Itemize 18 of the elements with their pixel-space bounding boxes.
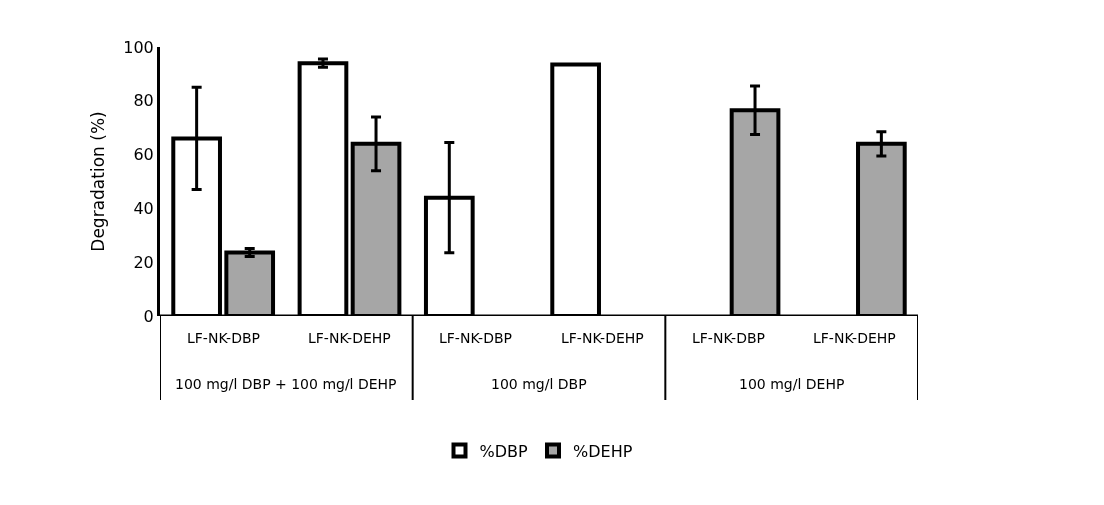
legend-label: %DEHP <box>573 441 633 461</box>
text: 100 mg/l DBP <box>491 376 587 392</box>
text: 100 mg/l DEHP <box>739 376 845 392</box>
y-tick-label: 20 <box>133 252 154 272</box>
x-tick-label: LF-NK-DEHP <box>813 330 896 346</box>
x-tick-label: LF-NK-DEHP <box>561 330 644 346</box>
y-tick-label: 100 <box>123 37 154 57</box>
y-tick-label: 80 <box>133 91 154 111</box>
y-tick-label: 0 <box>143 306 154 326</box>
y-axis-title: Degradation (%) <box>87 111 108 252</box>
x-tick-label: LF-NK-DBP <box>439 330 512 346</box>
y-tick-label: 60 <box>133 145 154 165</box>
legend-label: %DBP <box>479 441 528 461</box>
y-tick-label: 40 <box>133 199 154 218</box>
x-tick-label: LF-NK-DEHP <box>308 330 391 346</box>
x-tick-label: LF-NK-DBP <box>187 330 260 346</box>
x-tick-label: LF-NK-DBP <box>692 330 765 346</box>
text: 100 mg/l DBP + 100 mg/l DEHP <box>175 376 397 392</box>
